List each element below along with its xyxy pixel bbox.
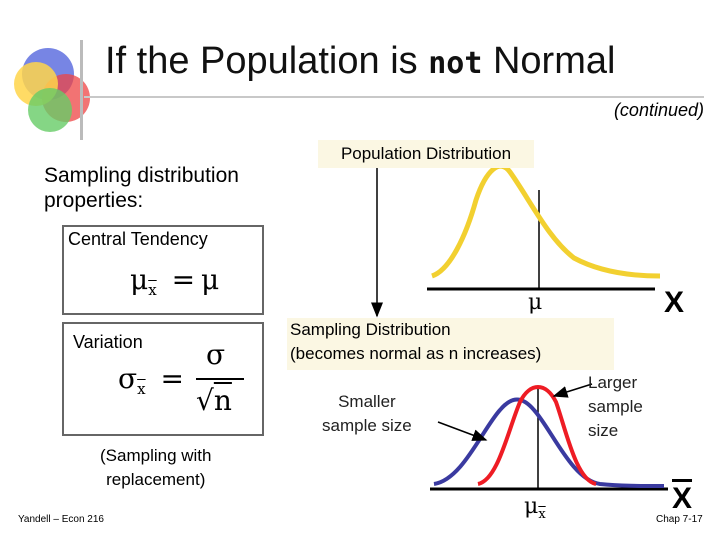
sd-denominator: √n — [196, 384, 232, 417]
larger-sample-label: Larger sample size — [588, 373, 643, 440]
sd-numerator: σ — [206, 338, 226, 371]
larger-pointer — [552, 383, 593, 398]
population-mu: μ — [528, 290, 543, 315]
decorative-circles — [14, 40, 90, 140]
footer-page: Chap 7-17 — [656, 514, 703, 525]
replacement-note: (Sampling with replacement) — [100, 446, 212, 489]
smaller-pointer — [437, 421, 488, 441]
sampling-distribution-label: Sampling Distribution (becomes normal as… — [287, 318, 614, 370]
sampling-x-bar: X — [672, 482, 693, 515]
population-x: X — [664, 286, 685, 319]
continued-note: (continued) — [613, 100, 704, 120]
smaller-sample-label: Smaller sample size — [322, 392, 412, 435]
footer-author: Yandell – Econ 216 — [18, 514, 104, 525]
population-distribution-label: Population Distribution — [318, 140, 534, 168]
larger-sample-curve — [477, 385, 597, 486]
variation-label: Variation — [73, 332, 143, 352]
slide-title: If the Population is not Normal — [105, 40, 616, 82]
title-divider — [84, 96, 704, 98]
sd-formula-lhs: σx = — [118, 362, 184, 398]
title-emphasis: not — [428, 46, 483, 81]
central-tendency-box: Central Tendency μx = μ — [62, 225, 264, 315]
fraction-bar — [196, 378, 244, 380]
mean-formula: μx = μ — [130, 263, 220, 299]
sampling-mu: μx — [524, 494, 546, 522]
central-tendency-label: Central Tendency — [68, 229, 208, 249]
properties-heading: Sampling distribution properties: — [44, 164, 239, 212]
smaller-sample-curve — [433, 397, 665, 488]
population-curve — [430, 163, 661, 279]
variation-box: Variation σx = σ √n — [62, 322, 264, 436]
